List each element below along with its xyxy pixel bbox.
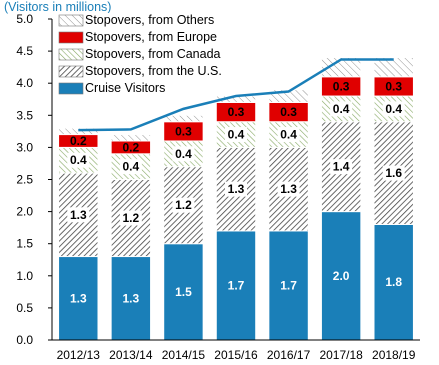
x-tick-label: 2014/15 bbox=[162, 348, 206, 362]
data-label-bg bbox=[277, 181, 300, 197]
data-label: 0.4 bbox=[70, 153, 87, 167]
bar-segment bbox=[58, 127, 99, 136]
legend-label: Stopovers, from the U.S. bbox=[85, 64, 222, 78]
x-axis: 2012/13 2013/14 2014/15 2015/16 2016/17 2017/… bbox=[52, 339, 420, 362]
total-line-path bbox=[78, 58, 394, 132]
bar-segment bbox=[163, 114, 204, 123]
y-tick-label: 1.0 bbox=[16, 269, 33, 283]
y-tick-label: 3.0 bbox=[16, 140, 33, 154]
y-axis: 0.0 0.5 1.0 1.5 2.0 2.5 3.0 3.5 4.0 4.5 5.0 bbox=[16, 12, 53, 347]
data-label: 0.4 bbox=[175, 147, 192, 161]
total-line bbox=[78, 58, 394, 132]
bar-segment bbox=[110, 134, 152, 142]
y-tick-label: 3.5 bbox=[16, 108, 33, 122]
data-label: 1.8 bbox=[385, 275, 402, 289]
bar-segment bbox=[163, 243, 204, 341]
data-label: 0.2 bbox=[123, 140, 140, 154]
data-label-bg bbox=[119, 210, 142, 226]
data-label-bg bbox=[330, 101, 353, 117]
data-label: 1.3 bbox=[70, 291, 87, 305]
chart-subtitle: (Visitors in millions) bbox=[4, 0, 111, 14]
data-label: 0.2 bbox=[70, 134, 87, 148]
data-label: 1.4 bbox=[333, 160, 350, 174]
data-label: 0.4 bbox=[385, 102, 402, 116]
data-label: 1.3 bbox=[123, 291, 140, 305]
data-label: 0.3 bbox=[385, 79, 402, 93]
data-label-bg bbox=[382, 101, 405, 117]
y-tick-label: 5.0 bbox=[16, 12, 33, 26]
legend-swatch bbox=[58, 14, 84, 27]
x-tick-label: 2015/16 bbox=[214, 348, 258, 362]
legend: Stopovers, from Others Stopovers, from Eu… bbox=[56, 13, 222, 99]
bar-segment bbox=[373, 57, 414, 78]
data-label: 1.7 bbox=[280, 278, 297, 292]
bar-segment bbox=[373, 223, 414, 341]
data-label-bg bbox=[172, 146, 195, 162]
y-tick-label: 1.5 bbox=[16, 237, 33, 251]
legend-swatch bbox=[58, 48, 84, 61]
legend-swatch bbox=[58, 82, 84, 95]
data-label-bg bbox=[277, 127, 300, 143]
y-tick-label: 4.0 bbox=[16, 76, 33, 90]
data-label: 1.3 bbox=[70, 208, 87, 222]
x-tick-label: 2012/13 bbox=[57, 348, 101, 362]
bars: 1.3 1.3 0.4 0.2 1.3 1.2 0.4 0.2 1.5 1.2 0.4 0.3 1.7 1… bbox=[58, 57, 414, 341]
data-label-bg bbox=[225, 127, 247, 143]
y-tick-label: 4.5 bbox=[16, 44, 33, 58]
data-label: 1.3 bbox=[228, 182, 245, 196]
x-tick-label: 2016/17 bbox=[267, 348, 311, 362]
data-label: 0.3 bbox=[175, 124, 192, 138]
data-label-bg bbox=[330, 159, 353, 175]
x-tick-label: 2017/18 bbox=[319, 348, 363, 362]
y-tick-label: 0.0 bbox=[16, 333, 33, 347]
data-label-bg bbox=[382, 165, 405, 181]
data-label-bg bbox=[225, 181, 247, 197]
legend-label: Stopovers, from Europe bbox=[85, 30, 217, 44]
legend-label: Stopovers, from Others bbox=[85, 13, 214, 27]
y-tick-label: 2.5 bbox=[16, 173, 33, 187]
data-label: 0.3 bbox=[280, 105, 297, 119]
data-label: 1.2 bbox=[123, 211, 140, 225]
data-label: 0.4 bbox=[333, 102, 350, 116]
data-label: 0.3 bbox=[228, 105, 245, 119]
legend-label: Stopovers, from Canada bbox=[85, 47, 221, 61]
data-label-bg bbox=[119, 159, 142, 175]
bar-segment bbox=[215, 230, 257, 341]
data-label-bg bbox=[172, 197, 195, 213]
legend-swatch bbox=[58, 31, 84, 44]
data-label: 1.3 bbox=[280, 182, 297, 196]
data-label: 0.4 bbox=[228, 128, 245, 142]
bar-segment bbox=[320, 211, 362, 341]
data-label: 1.6 bbox=[385, 166, 402, 180]
y-tick-label: 2.0 bbox=[16, 205, 33, 219]
bar-segment bbox=[320, 57, 362, 78]
data-label: 1.2 bbox=[175, 198, 192, 212]
legend-swatch bbox=[58, 65, 84, 78]
data-label: 1.5 bbox=[175, 285, 192, 299]
y-tick-label: 0.5 bbox=[16, 301, 33, 315]
x-tick-label: 2018/19 bbox=[372, 348, 416, 362]
data-label: 0.4 bbox=[123, 160, 140, 174]
data-label-bg bbox=[67, 207, 90, 223]
legend-label: Cruise Visitors bbox=[85, 81, 165, 95]
data-label: 0.3 bbox=[333, 79, 350, 93]
data-label: 0.4 bbox=[280, 128, 297, 142]
data-label-bg bbox=[67, 152, 90, 168]
data-label: 1.7 bbox=[228, 278, 245, 292]
x-tick-label: 2013/14 bbox=[109, 348, 153, 362]
data-label: 2.0 bbox=[333, 269, 350, 283]
